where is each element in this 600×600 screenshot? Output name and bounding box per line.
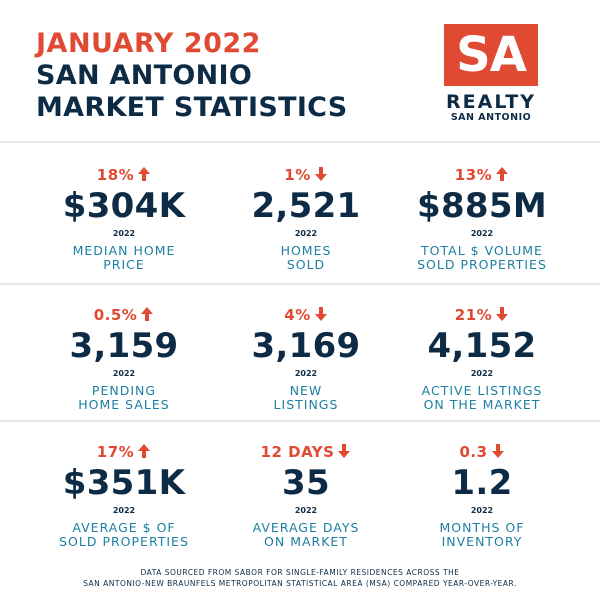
stat-change: 21% (382, 304, 582, 326)
logo-name: REALTY (446, 91, 536, 113)
title-month: JANUARY 2022 (36, 28, 261, 59)
stat-change: 12 DAYS (206, 441, 406, 463)
logo-subtitle: SAN ANTONIO (450, 112, 532, 123)
stat-value: $304K (62, 186, 186, 226)
stat-change: 0.5% (24, 304, 224, 326)
arrow-down-icon (337, 443, 351, 465)
stat-card: 0.5% 3,159 2022 PENDING HOME SALES (24, 286, 224, 422)
stat-card: 0.3 1.2 2022 MONTHS OF INVENTORY (382, 423, 582, 559)
stat-value: 3,159 (69, 326, 179, 366)
stat-year: 2022 (294, 506, 318, 515)
stat-label: MEDIAN HOME PRICE (72, 243, 176, 272)
stat-value: 3,169 (251, 326, 361, 366)
stat-label: TOTAL $ VOLUME SOLD PROPERTIES (417, 243, 547, 272)
stat-change-value: 18% (96, 166, 135, 184)
stat-value: 2,521 (251, 186, 361, 226)
stat-year: 2022 (112, 369, 136, 378)
stat-card: 12 DAYS 35 2022 AVERAGE DAYS ON MARKET (206, 423, 406, 559)
stat-label: AVERAGE DAYS ON MARKET (252, 520, 360, 549)
stat-change: 1% (206, 164, 406, 186)
stat-year: 2022 (112, 229, 136, 238)
stat-label: AVERAGE $ OF SOLD PROPERTIES (59, 520, 189, 549)
stat-year: 2022 (294, 369, 318, 378)
arrow-down-icon (314, 306, 328, 328)
stat-value: $885M (417, 186, 547, 226)
stat-change: 0.3 (382, 441, 582, 463)
stat-value: 1.2 (451, 463, 513, 503)
stat-change-value: 0.5% (93, 306, 138, 324)
footnote-line: SAN ANTONIO-NEW BRAUNFELS METROPOLITAN S… (83, 579, 517, 588)
stat-label: ACTIVE LISTINGS ON THE MARKET (421, 383, 543, 412)
stat-change: 18% (24, 164, 224, 186)
footnote: DATA SOURCED FROM SABOR FOR SINGLE-FAMIL… (0, 567, 600, 589)
stat-year: 2022 (470, 369, 494, 378)
stat-value: 4,152 (427, 326, 537, 366)
stat-value: 35 (282, 463, 330, 503)
divider (0, 283, 600, 285)
arrow-down-icon (314, 166, 328, 188)
arrow-up-icon (495, 166, 509, 188)
stat-value: $351K (62, 463, 186, 503)
stat-change: 4% (206, 304, 406, 326)
arrow-down-icon (495, 306, 509, 328)
stat-card: 13% $885M 2022 TOTAL $ VOLUME SOLD PROPERTI… (382, 146, 582, 282)
stat-change: 17% (24, 441, 224, 463)
title-city: SAN ANTONIO (36, 60, 253, 91)
stat-change-value: 21% (454, 306, 493, 324)
footnote-line: DATA SOURCED FROM SABOR FOR SINGLE-FAMIL… (140, 568, 460, 577)
stat-change-value: 12 DAYS (260, 443, 335, 461)
stat-label: MONTHS OF INVENTORY (439, 520, 525, 549)
stat-label: NEW LISTINGS (273, 383, 339, 412)
stat-change-value: 13% (454, 166, 493, 184)
logo-mark: SA (444, 24, 538, 86)
stat-year: 2022 (294, 229, 318, 238)
arrow-up-icon (137, 443, 151, 465)
divider (0, 141, 600, 143)
stat-card: 21% 4,152 2022 ACTIVE LISTINGS ON THE MARKE… (382, 286, 582, 422)
stat-year: 2022 (470, 229, 494, 238)
stat-card: 17% $351K 2022 AVERAGE $ OF SOLD PROPERTIES (24, 423, 224, 559)
arrow-down-icon (491, 443, 505, 465)
arrow-up-icon (140, 306, 154, 328)
stat-label: PENDING HOME SALES (78, 383, 170, 412)
stat-label: HOMES SOLD (280, 243, 332, 272)
page-title: JANUARY 2022 SAN ANTONIO MARKET STATISTI… (36, 28, 348, 124)
stat-change-value: 0.3 (459, 443, 488, 461)
stat-card: 4% 3,169 2022 NEW LISTINGS (206, 286, 406, 422)
stat-year: 2022 (112, 506, 136, 515)
stat-year: 2022 (470, 506, 494, 515)
stat-change-value: 1% (284, 166, 311, 184)
stat-card: 1% 2,521 2022 HOMES SOLD (206, 146, 406, 282)
divider (0, 420, 600, 422)
stat-change-value: 17% (96, 443, 135, 461)
arrow-up-icon (137, 166, 151, 188)
title-subject: MARKET STATISTICS (36, 92, 348, 123)
stat-card: 18% $304K 2022 MEDIAN HOME PRICE (24, 146, 224, 282)
realty-logo: SA REALTY SAN ANTONIO (444, 24, 538, 124)
stat-change-value: 4% (284, 306, 311, 324)
stat-change: 13% (382, 164, 582, 186)
